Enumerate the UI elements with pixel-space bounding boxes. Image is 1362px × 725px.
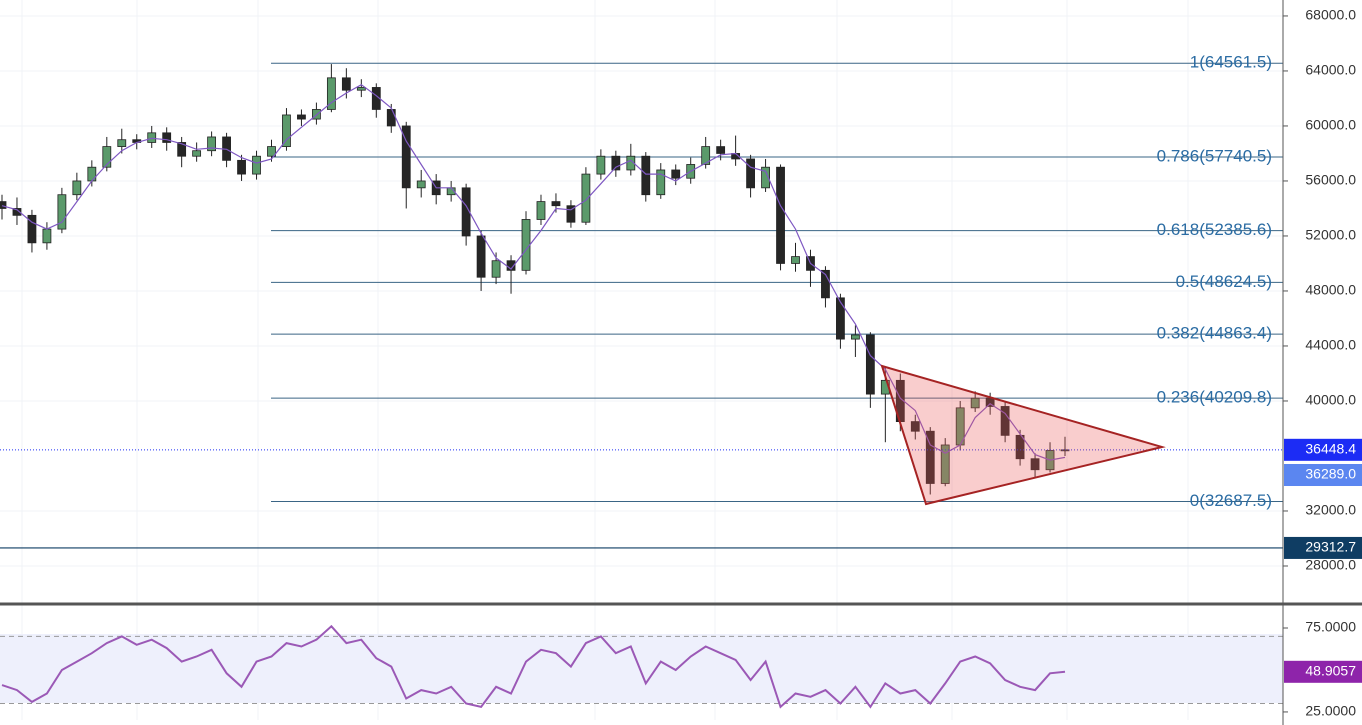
y-tick-label: 48000.0 <box>1305 282 1356 298</box>
candle-body <box>237 159 246 175</box>
candle-body <box>940 444 950 484</box>
price-marker <box>1284 438 1362 461</box>
candle-body <box>57 194 67 230</box>
candle-body <box>297 114 306 120</box>
price-marker <box>1284 536 1362 559</box>
candle-body <box>791 256 800 264</box>
y-tick-label: 28000.0 <box>1305 557 1356 573</box>
candle-body <box>0 201 7 209</box>
candle-body <box>177 142 187 157</box>
fib-label: 0.5(48624.5) <box>1176 272 1272 291</box>
candle-body <box>282 114 291 147</box>
candle-body <box>581 173 591 223</box>
fib-label: 0.618(52385.6) <box>1157 220 1272 239</box>
moving-average <box>1 83 1066 461</box>
candle-body <box>536 201 546 220</box>
y-tick-label: 40000.0 <box>1305 392 1356 408</box>
candle-body <box>252 155 261 175</box>
candle-body <box>746 158 755 189</box>
candle-body <box>416 180 426 189</box>
fib-label: 0(32687.5) <box>1190 491 1272 510</box>
y-tick-label: 64000.0 <box>1305 62 1356 78</box>
y-tick-label: 44000.0 <box>1305 337 1356 353</box>
fib-label: 0.236(40209.8) <box>1157 388 1272 407</box>
candle-body <box>1000 406 1010 436</box>
candle-body <box>341 77 351 91</box>
candle-body <box>207 136 217 152</box>
rsi-marker <box>1284 660 1362 683</box>
candle-body <box>147 132 157 143</box>
candle-body <box>476 235 486 278</box>
y-tick-label: 56000.0 <box>1305 172 1356 188</box>
price-marker-label: 36289.0 <box>1305 466 1356 482</box>
time-grid <box>21 0 1189 720</box>
candle-body <box>491 260 501 278</box>
candle-body <box>401 125 411 189</box>
candle-body <box>910 421 920 432</box>
candle-body <box>566 205 576 223</box>
candle-body <box>162 132 172 143</box>
candle-body <box>1030 458 1040 471</box>
candle-body <box>970 397 980 409</box>
candle-body <box>626 155 636 171</box>
rsi-marker-label: 48.9057 <box>1305 663 1356 679</box>
axis: 68000.0 64000.0 60000.0 56000.0 52000.0 48000… <box>1283 7 1362 719</box>
candle-body <box>192 150 202 157</box>
candle-body <box>12 208 22 216</box>
candle-body <box>326 77 336 110</box>
fib-label: 0.382(44863.4) <box>1157 324 1272 343</box>
fib-label: 1(64561.5) <box>1190 53 1272 72</box>
price-pane: 1(64561.5) 0.786(57740.5) 0.618(52385.6) 0.… <box>0 15 1283 709</box>
candle-body <box>267 146 276 157</box>
candle-body <box>850 334 860 340</box>
candle-body <box>42 228 52 244</box>
candle-body <box>701 146 711 165</box>
candle-body <box>865 334 875 395</box>
price-marker-label: 29312.7 <box>1305 539 1356 555</box>
y-tick-label: 52000.0 <box>1305 227 1356 243</box>
candle-body <box>356 87 366 91</box>
candle-body <box>386 109 396 127</box>
candle-body <box>72 180 82 196</box>
candle-body <box>776 166 785 264</box>
candle-body <box>761 166 770 189</box>
y-tick-label: 60000.0 <box>1305 117 1356 133</box>
candle-body <box>821 269 830 299</box>
candle-body <box>521 219 531 271</box>
candle-body <box>87 166 97 182</box>
candle-body <box>611 155 621 171</box>
candle-body <box>596 155 606 175</box>
triangle-drawing <box>880 364 1166 506</box>
candle-body <box>656 169 666 196</box>
candle-body <box>671 169 681 179</box>
candle-body <box>925 430 935 484</box>
rsi-line <box>1 624 1066 709</box>
candle-body <box>117 139 127 147</box>
y-tick-label: 75.0000 <box>1305 619 1356 635</box>
candle-body <box>27 214 37 244</box>
candle-body <box>716 146 726 154</box>
candle-body <box>551 201 561 207</box>
candle-body <box>836 297 845 340</box>
rsi-band <box>0 634 1283 703</box>
y-tick-label: 32000.0 <box>1305 502 1356 518</box>
candle-body <box>102 146 112 168</box>
y-tick-label: 25.0000 <box>1305 703 1356 719</box>
fib-label: 0.786(57740.5) <box>1157 147 1272 166</box>
candle-body <box>1015 434 1025 460</box>
price-marker <box>1284 464 1362 487</box>
y-tick-label: 68000.0 <box>1305 7 1356 23</box>
price-marker-label: 36448.4 <box>1305 441 1356 457</box>
candle-body <box>641 155 651 196</box>
